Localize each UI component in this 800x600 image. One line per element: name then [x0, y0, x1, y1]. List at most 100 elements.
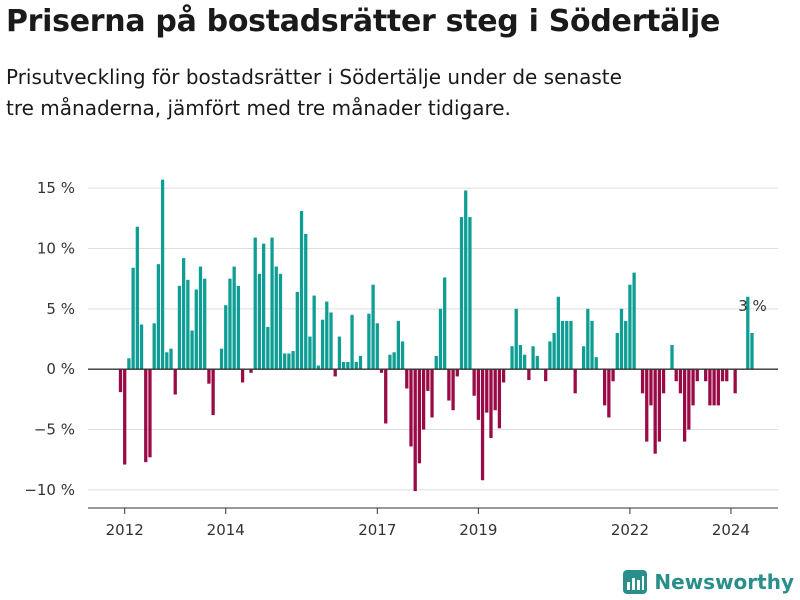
bar — [514, 308, 518, 370]
bar — [417, 369, 422, 464]
bar — [379, 369, 384, 373]
bar — [661, 369, 666, 394]
bar — [628, 284, 632, 370]
bar — [682, 369, 687, 442]
bar — [501, 369, 506, 383]
bar — [308, 336, 312, 370]
bar — [548, 341, 552, 370]
bar — [615, 332, 619, 370]
bar — [123, 369, 127, 465]
bar — [704, 369, 708, 382]
bar — [203, 278, 207, 370]
bar — [670, 345, 674, 370]
newsworthy-logo[interactable]: Newsworthy — [622, 567, 794, 597]
bar — [354, 361, 358, 370]
bar — [384, 369, 388, 424]
bar — [144, 369, 148, 463]
bar — [725, 369, 729, 382]
bar — [611, 369, 615, 382]
bar — [228, 278, 232, 370]
bar — [337, 336, 342, 370]
end-value-label: 3 % — [738, 297, 767, 315]
bar — [152, 323, 156, 370]
bar — [687, 369, 691, 430]
bar — [674, 369, 678, 382]
bar — [287, 353, 291, 370]
bar — [569, 320, 573, 370]
grid-layer — [88, 187, 778, 491]
newsworthy-logo-icon — [623, 570, 648, 594]
bar — [131, 267, 135, 370]
y-tick-label: 10 % — [37, 239, 75, 257]
bar — [160, 179, 165, 370]
bar — [645, 369, 649, 442]
bar — [640, 369, 645, 394]
bar — [552, 332, 556, 370]
bar — [346, 361, 350, 370]
x-tick-label: 2017 — [358, 521, 396, 539]
bar — [371, 284, 375, 370]
bar — [455, 369, 459, 377]
bar — [278, 273, 283, 370]
bar — [190, 330, 194, 370]
bar — [733, 369, 737, 394]
logo-text: Newsworthy — [654, 570, 794, 594]
bar — [283, 353, 287, 370]
bar — [447, 369, 451, 401]
y-tick-label: 0 % — [46, 360, 75, 378]
bar — [291, 351, 295, 370]
bar — [165, 352, 169, 370]
bar — [518, 345, 523, 370]
x-tick-label: 2012 — [106, 521, 144, 539]
bar — [459, 217, 464, 370]
bar — [304, 233, 308, 370]
bar — [691, 369, 695, 406]
bar — [409, 369, 413, 447]
bar — [266, 326, 270, 370]
bar — [350, 314, 354, 370]
bar — [186, 279, 190, 370]
bar — [375, 323, 379, 370]
bar — [430, 369, 434, 418]
bar — [320, 319, 325, 370]
page-subtitle: Prisutveckling för bostadsrätter i Söder… — [6, 65, 622, 120]
bar — [232, 266, 236, 370]
bar — [632, 272, 636, 370]
bar — [341, 361, 346, 370]
x-tick-label: 2014 — [207, 521, 245, 539]
bar — [619, 308, 624, 370]
bar — [476, 369, 480, 420]
y-tick-label: −5 % — [34, 421, 75, 439]
bar — [295, 291, 299, 370]
bar — [434, 355, 438, 370]
bar — [135, 226, 139, 370]
bar — [594, 357, 598, 370]
bar — [649, 369, 653, 406]
bar — [438, 308, 443, 370]
bar — [426, 369, 430, 391]
bar — [173, 369, 177, 395]
bar — [657, 369, 662, 442]
bar — [194, 289, 198, 370]
y-tick-label: 15 % — [37, 179, 75, 197]
bar — [493, 369, 497, 411]
bar — [211, 369, 215, 416]
x-tick-label: 2024 — [712, 521, 750, 539]
bar — [392, 352, 396, 370]
axis-layer: −10 % −5 % 0 % 5 % 10 % 15 % 2012 2014 2017 2019 2… — [24, 179, 778, 539]
bar — [485, 369, 489, 413]
bar — [708, 369, 712, 406]
bar — [590, 320, 594, 370]
bar — [523, 354, 527, 370]
bar — [535, 355, 539, 370]
bar — [405, 369, 409, 389]
bar — [531, 346, 535, 370]
bar — [581, 346, 586, 370]
bar — [249, 369, 253, 373]
bar — [325, 301, 329, 370]
x-tick-label: 2022 — [611, 521, 649, 539]
bar — [443, 277, 447, 370]
bar — [560, 320, 565, 370]
bar — [139, 324, 144, 370]
bar — [156, 264, 161, 370]
